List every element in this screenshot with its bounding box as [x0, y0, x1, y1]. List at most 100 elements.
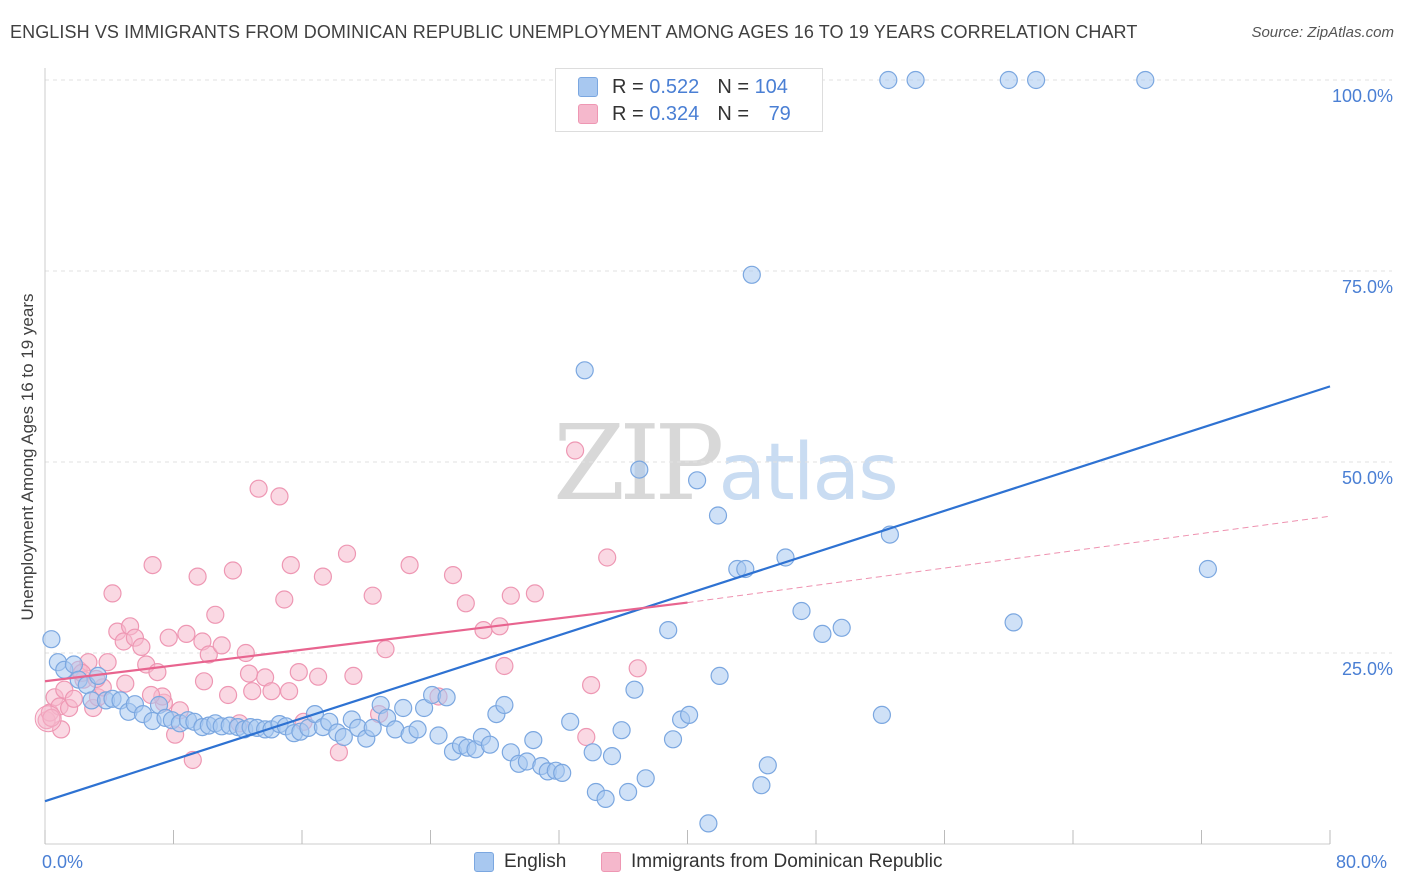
legend-row-english: R = 0.522 N = 104: [578, 75, 788, 99]
english-point: [524, 730, 543, 750]
immigrants-point: [64, 689, 84, 708]
r-label: R =: [612, 75, 644, 98]
immigrants-point: [456, 594, 475, 613]
immigrants-point: [262, 682, 281, 701]
immigrants-point: [344, 666, 363, 686]
n-value-english: 104: [754, 75, 788, 98]
r-value-immigrants: 0.324: [649, 102, 700, 125]
english-point: [429, 726, 448, 745]
english-point: [575, 361, 594, 380]
english-point: [630, 460, 649, 479]
english-point: [408, 720, 427, 739]
immigrants-point: [275, 590, 294, 609]
immigrants-point: [98, 653, 117, 672]
english-point: [612, 721, 631, 740]
immigrants-point: [34, 705, 62, 733]
immigrants-point: [243, 682, 262, 701]
english-point: [636, 769, 655, 788]
y-tick-label-50: 50.0%: [1341, 468, 1393, 488]
english-point: [663, 730, 683, 749]
english-point: [752, 776, 771, 795]
english-point: [708, 506, 728, 525]
english-point: [334, 727, 353, 747]
immigrants-point: [270, 487, 289, 506]
immigrants-trend-extension: [687, 515, 1331, 604]
english-point: [561, 712, 580, 731]
r-value-english: 0.522: [649, 75, 700, 98]
immigrants-point: [501, 586, 520, 605]
immigrants-point: [337, 544, 357, 563]
english-trend-line: [44, 385, 1331, 803]
english-point: [813, 624, 832, 644]
immigrants-point: [116, 674, 135, 693]
english-point: [602, 746, 622, 766]
immigrants-point: [219, 685, 238, 705]
immigrants-point: [159, 628, 178, 647]
immigrants-point: [577, 727, 596, 747]
english-point: [792, 601, 811, 621]
immigrants-point: [581, 675, 601, 695]
immigrants-point: [565, 441, 585, 460]
english-point: [394, 698, 413, 718]
immigrants-point: [132, 637, 151, 657]
immigrants-point: [239, 664, 259, 683]
english-point: [363, 718, 382, 738]
immigrants-point: [188, 567, 207, 586]
english-point: [415, 698, 434, 718]
english-point: [1026, 70, 1046, 90]
n-value-immigrants: 79: [768, 102, 791, 125]
legend-label-immigrants: Immigrants from Dominican Republic: [631, 851, 943, 872]
immigrants-point: [42, 708, 61, 728]
immigrants-point: [313, 567, 332, 586]
english-point: [832, 618, 851, 637]
x-tick-label-max: 80.0%: [1336, 852, 1388, 872]
immigrants-point: [199, 645, 218, 664]
english-point: [872, 705, 892, 725]
english-point: [879, 70, 898, 90]
x-tick-label-min: 0.0%: [42, 852, 84, 872]
immigrants-point: [143, 555, 162, 575]
english-point: [699, 814, 718, 833]
english-point: [583, 743, 602, 762]
immigrants-point: [280, 682, 299, 701]
n-label: N =: [717, 102, 749, 125]
immigrants-trend-line: [44, 601, 688, 683]
immigrants-point: [495, 656, 514, 676]
immigrants-point: [376, 640, 395, 659]
immigrants-point: [289, 662, 308, 682]
legend-item-immigrants[interactable]: Immigrants from Dominican Republic: [601, 851, 943, 873]
immigrants-point: [598, 548, 617, 567]
chart-title: ENGLISH VS IMMIGRANTS FROM DOMINICAN REP…: [10, 22, 1138, 42]
immigrants-point: [212, 636, 231, 655]
english-point: [437, 688, 456, 707]
watermark-atlas: atlas: [718, 428, 898, 518]
immigrants-point: [525, 584, 545, 603]
r-label: R =: [612, 102, 644, 125]
trend-lines: [44, 385, 1331, 803]
immigrants-point: [363, 586, 382, 605]
immigrants-point: [309, 667, 328, 686]
english-point: [480, 735, 499, 754]
y-axis-label: Unemployment Among Ages 16 to 19 years: [18, 293, 37, 621]
zipatlas-watermark: ZIPatlas: [553, 402, 899, 524]
immigrants-point: [177, 624, 196, 644]
english-swatch: [578, 77, 598, 97]
english-point: [999, 70, 1018, 90]
english-legend-swatch: [474, 852, 494, 872]
english-point: [596, 789, 615, 809]
immigrants-point: [223, 561, 242, 580]
english-point: [687, 471, 707, 490]
immigrants-point: [206, 605, 225, 624]
immigrants-point: [400, 555, 419, 575]
english-point: [710, 666, 729, 686]
immigrants-point: [281, 555, 300, 575]
source-label: Source: ZipAtlas.com: [1251, 24, 1394, 41]
legend-label-english: English: [504, 851, 567, 872]
y-tick-label-25: 25.0%: [1341, 659, 1393, 679]
english-point: [1198, 559, 1218, 579]
correlation-legend: R = 0.522 N = 104 R = 0.324 N = 79: [555, 68, 823, 132]
immigrants-point: [443, 565, 463, 585]
immigrants-legend-swatch: [601, 852, 621, 872]
legend-item-english[interactable]: English: [474, 851, 566, 873]
